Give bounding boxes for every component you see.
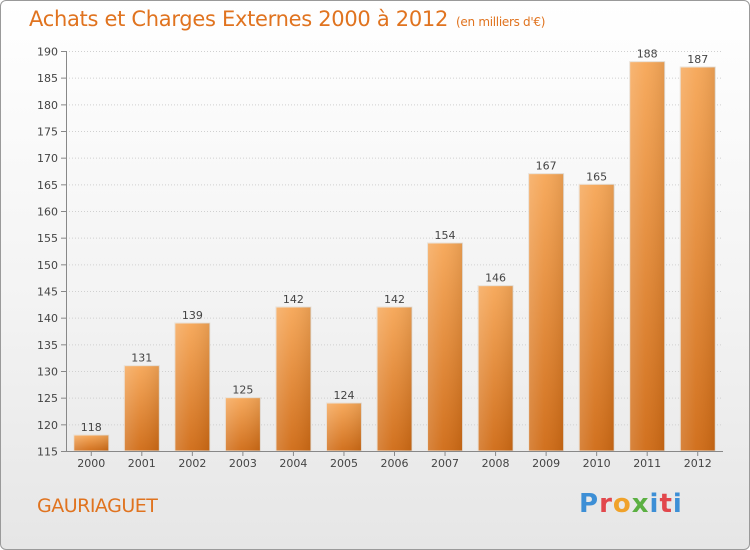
- bars: [73, 61, 716, 452]
- logo-letter: x: [631, 489, 650, 519]
- y-tick-label: 165: [37, 179, 58, 192]
- y-tick-label: 130: [37, 366, 58, 379]
- logo-letter: r: [599, 489, 613, 519]
- bar-shine: [528, 173, 564, 451]
- commune-name: GAURIAGUET: [37, 495, 158, 517]
- chart-title-text: Achats et Charges Externes 2000 à 2012: [29, 7, 449, 31]
- y-tick-label: 185: [37, 72, 58, 85]
- y-tick-label: 180: [37, 99, 58, 112]
- y-tick-label: 135: [37, 339, 58, 352]
- x-tick-label: 2007: [431, 457, 459, 470]
- x-tick-label: 2008: [482, 457, 510, 470]
- y-tick-label: 145: [37, 286, 58, 299]
- data-label: 146: [485, 272, 506, 285]
- bar-shine: [326, 403, 362, 451]
- logo-letter: P: [579, 489, 600, 519]
- x-tick-label: 2005: [330, 457, 358, 470]
- bar-shine: [73, 435, 109, 451]
- axes: [61, 51, 723, 456]
- x-tick-label: 2001: [128, 457, 156, 470]
- x-tick-label: 2002: [178, 457, 206, 470]
- data-label: 165: [586, 170, 607, 183]
- y-tick-label: 170: [37, 152, 58, 165]
- logo-letter: o: [612, 489, 632, 519]
- y-tick-label: 150: [37, 259, 58, 272]
- bar-shine: [478, 285, 514, 451]
- bar-shine: [225, 397, 261, 451]
- labels: 115 120 125 130 135 140 145 150 155 160 165 170 175 1…: [37, 46, 712, 471]
- bar-shine: [579, 184, 615, 452]
- proxiti-logo: Proxiti: [579, 489, 683, 519]
- x-tick-label: 2006: [381, 457, 409, 470]
- bar-shine: [124, 365, 160, 451]
- x-tick-label: 2009: [532, 457, 560, 470]
- data-label: 118: [81, 421, 102, 434]
- y-tick-label: 140: [37, 312, 58, 325]
- y-tick-label: 115: [37, 446, 58, 459]
- logo-letter: i: [672, 489, 683, 519]
- bar-shine: [629, 61, 665, 452]
- x-tick-label: 2003: [229, 457, 257, 470]
- y-tick-label: 125: [37, 392, 58, 405]
- x-tick-label: 2000: [77, 457, 105, 470]
- bar-shine: [275, 307, 311, 451]
- chart-title: Achats et Charges Externes 2000 à 2012 (e…: [29, 7, 545, 31]
- data-label: 188: [637, 48, 658, 61]
- data-label: 154: [435, 229, 456, 242]
- bar-shine: [680, 67, 716, 451]
- data-label: 187: [687, 53, 708, 66]
- bar-shine: [377, 307, 412, 451]
- y-tick-label: 190: [37, 46, 58, 59]
- data-label: 142: [283, 293, 304, 306]
- chart-subtitle: (en milliers d'€): [456, 15, 546, 29]
- y-tick-label: 155: [37, 232, 58, 245]
- bar-shine: [427, 243, 463, 451]
- x-tick-label: 2004: [279, 457, 307, 470]
- y-tick-label: 160: [37, 206, 58, 219]
- data-label: 131: [131, 352, 152, 365]
- bar-shine: [174, 323, 210, 451]
- data-label: 139: [182, 309, 203, 322]
- data-label: 167: [536, 160, 557, 173]
- data-label: 142: [384, 293, 405, 306]
- data-label: 124: [333, 389, 354, 402]
- logo-letter: i: [649, 489, 660, 519]
- x-tick-label: 2010: [583, 457, 611, 470]
- data-label: 125: [232, 384, 253, 397]
- y-tick-label: 175: [37, 126, 58, 139]
- logo-letter: t: [659, 489, 673, 519]
- x-tick-label: 2011: [633, 457, 661, 470]
- x-tick-label: 2012: [684, 457, 712, 470]
- y-tick-label: 120: [37, 419, 58, 432]
